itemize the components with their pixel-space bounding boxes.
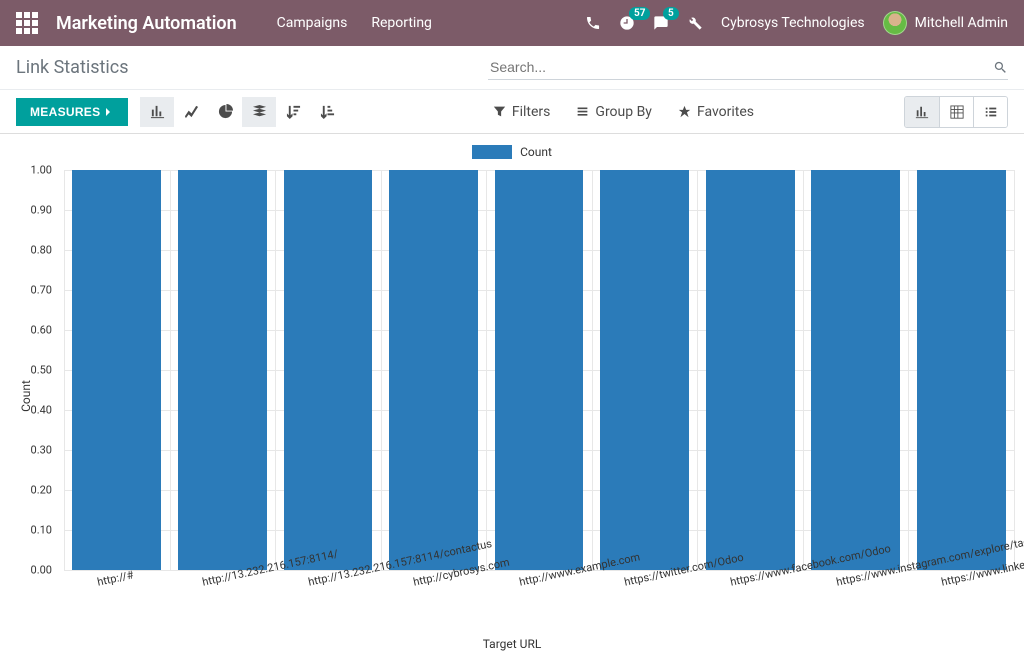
nav-menu-reporting[interactable]: Reporting: [371, 15, 432, 31]
phone-icon[interactable]: [585, 15, 601, 31]
y-tick-label: 0.10: [31, 524, 52, 537]
list-view-icon[interactable]: [973, 97, 1007, 127]
toolbar: MEASURES Filters Group By Favorites: [0, 90, 1024, 134]
timer-icon[interactable]: 57: [619, 15, 635, 31]
bar[interactable]: [495, 170, 584, 570]
bar[interactable]: [284, 170, 373, 570]
bar[interactable]: [600, 170, 689, 570]
gridline-v: [1014, 170, 1015, 570]
control-row: Link Statistics: [0, 46, 1024, 90]
y-tick-label: 0.40: [31, 404, 52, 417]
nav-menus: Campaigns Reporting: [277, 15, 432, 31]
groupby-label: Group By: [595, 104, 652, 120]
bar-cell: [170, 170, 276, 570]
pivot-view-icon[interactable]: [939, 97, 973, 127]
filter-bar: Filters Group By Favorites: [493, 104, 754, 120]
y-tick-label: 1.00: [31, 164, 52, 177]
y-tick-label: 0.00: [31, 564, 52, 577]
y-tick-label: 0.30: [31, 444, 52, 457]
bar-cell: [909, 170, 1015, 570]
bar[interactable]: [811, 170, 900, 570]
apps-icon[interactable]: [16, 12, 38, 34]
bar[interactable]: [72, 170, 161, 570]
graph-view-icon[interactable]: [905, 97, 939, 127]
measures-button[interactable]: MEASURES: [16, 98, 128, 126]
line-chart-icon[interactable]: [174, 97, 208, 127]
y-tick-label: 0.50: [31, 364, 52, 377]
chart-type-group: [140, 97, 344, 127]
search-input[interactable]: [488, 55, 993, 79]
y-tick-label: 0.20: [31, 484, 52, 497]
bar-cell: [592, 170, 698, 570]
measures-label: MEASURES: [30, 105, 100, 119]
timer-badge: 57: [629, 7, 650, 20]
chat-icon[interactable]: 5: [653, 15, 669, 31]
bar[interactable]: [389, 170, 478, 570]
filters-button[interactable]: Filters: [493, 104, 551, 120]
bars-container: [64, 170, 1014, 570]
x-axis-title: Target URL: [0, 637, 1024, 651]
bar[interactable]: [178, 170, 267, 570]
bar-cell: [275, 170, 381, 570]
y-tick-label: 0.60: [31, 324, 52, 337]
top-navbar: Marketing Automation Campaigns Reporting…: [0, 0, 1024, 46]
y-tick-label: 0.90: [31, 204, 52, 217]
y-axis-labels: 0.000.100.200.300.400.500.600.700.800.90…: [0, 170, 56, 570]
avatar: [883, 11, 907, 35]
chart-area: Count Count 0.000.100.200.300.400.500.60…: [0, 134, 1024, 657]
bar[interactable]: [917, 170, 1006, 570]
y-tick-label: 0.80: [31, 244, 52, 257]
bar-cell: [64, 170, 170, 570]
bar-cell: [486, 170, 592, 570]
favorites-label: Favorites: [697, 104, 754, 120]
user-menu[interactable]: Mitchell Admin: [883, 11, 1008, 35]
app-title: Marketing Automation: [56, 13, 237, 34]
bar[interactable]: [706, 170, 795, 570]
search-box: [488, 55, 1008, 80]
bar-chart-icon[interactable]: [140, 97, 174, 127]
sort-asc-icon[interactable]: [310, 97, 344, 127]
sort-desc-icon[interactable]: [276, 97, 310, 127]
stacked-icon[interactable]: [242, 97, 276, 127]
pie-chart-icon[interactable]: [208, 97, 242, 127]
groupby-button[interactable]: Group By: [576, 104, 652, 120]
favorites-button[interactable]: Favorites: [678, 104, 754, 120]
legend-swatch: [472, 145, 512, 159]
bar-cell: [697, 170, 803, 570]
plot-area: [64, 170, 1014, 570]
y-tick-label: 0.70: [31, 284, 52, 297]
legend-label: Count: [520, 145, 552, 159]
company-selector[interactable]: Cybrosys Technologies: [721, 15, 865, 31]
chart-legend: Count: [4, 142, 1020, 162]
breadcrumb: Link Statistics: [16, 57, 129, 78]
user-name: Mitchell Admin: [915, 15, 1008, 31]
chat-badge: 5: [663, 7, 679, 20]
filters-label: Filters: [512, 104, 551, 120]
view-switcher: [904, 96, 1008, 128]
search-icon[interactable]: [993, 60, 1008, 75]
wrench-icon[interactable]: [687, 15, 703, 31]
bar-cell: [803, 170, 909, 570]
nav-menu-campaigns[interactable]: Campaigns: [277, 15, 348, 31]
bar-cell: [381, 170, 487, 570]
